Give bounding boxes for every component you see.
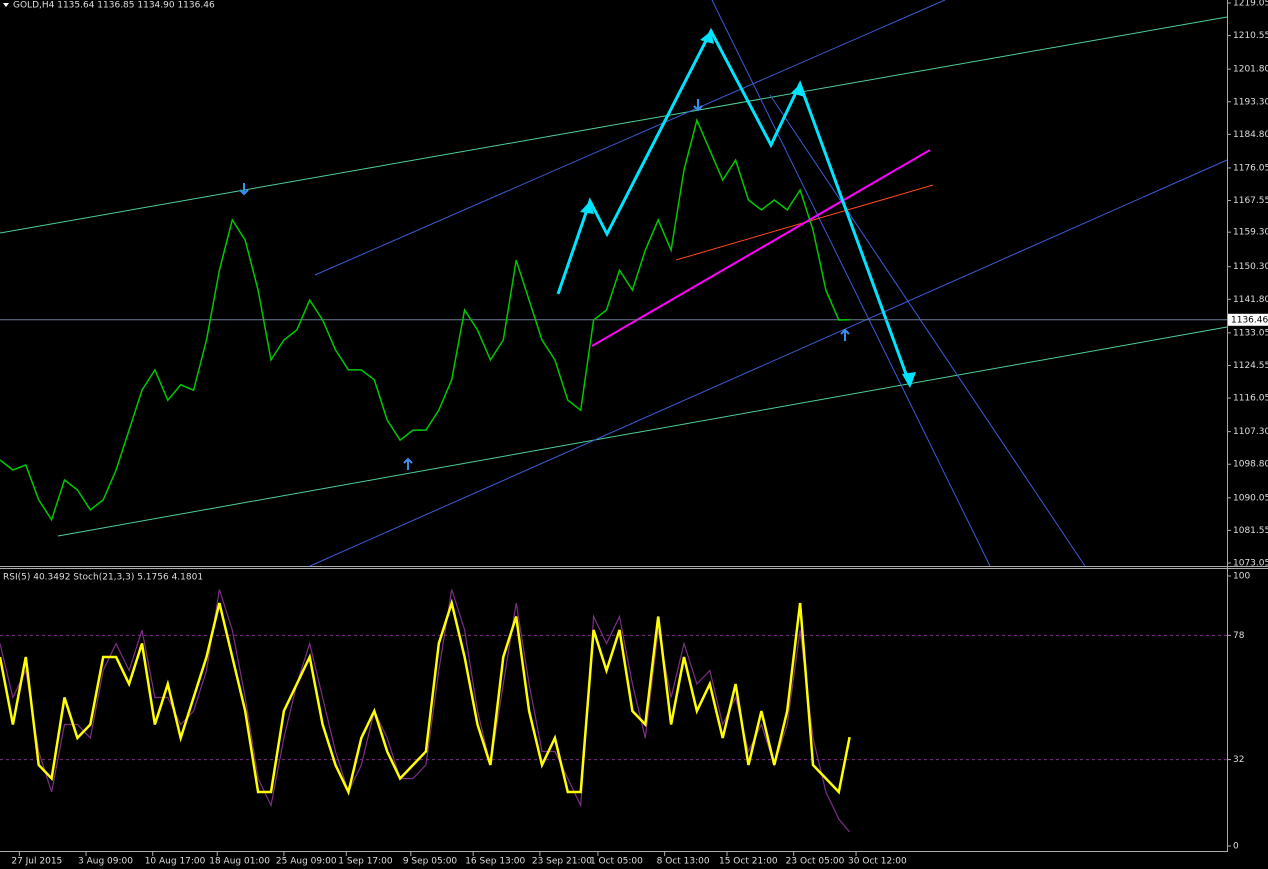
x-tick-label: 15 Oct 21:00 — [719, 857, 778, 867]
x-tick-label: 9 Sep 05:00 — [403, 857, 458, 867]
arrowhead — [700, 31, 714, 44]
x-tick-label: 10 Aug 17:00 — [145, 857, 206, 867]
y-tick-label: 1133.05 — [1233, 328, 1268, 338]
arrowhead — [902, 372, 916, 388]
up-arrow — [840, 328, 850, 341]
arrowhead — [791, 84, 805, 97]
x-tick-label: 23 Oct 05:00 — [786, 857, 845, 867]
y-tick-label: 1081.55 — [1233, 526, 1268, 536]
y-tick-label: 1184.80 — [1233, 130, 1268, 140]
x-tick-label: 8 Oct 13:00 — [657, 857, 710, 867]
y-tick-label: 1167.55 — [1233, 196, 1268, 206]
x-tick-label: 3 Aug 09:00 — [78, 857, 133, 867]
y-tick-label: 1141.80 — [1233, 295, 1268, 305]
y-tick-label: 1193.30 — [1233, 97, 1268, 107]
trend-line — [711, 0, 991, 567]
y-tick-label: 1201.80 — [1233, 65, 1268, 75]
down-arrow — [239, 183, 249, 196]
x-tick-label: 18 Aug 01:00 — [209, 857, 270, 867]
price-line — [0, 117, 850, 522]
y-tick-label: 1073.05 — [1233, 559, 1268, 569]
y-tick-label: 0 — [1233, 842, 1239, 852]
price-line — [0, 589, 851, 833]
last-price-box — [1228, 313, 1268, 326]
x-tick-label: 1 Oct 05:00 — [590, 857, 643, 867]
channel-line — [57, 326, 1228, 537]
y-tick-label: 32 — [1233, 755, 1244, 765]
last-price-label: 1136.46 — [1231, 315, 1268, 325]
arrowhead — [580, 201, 594, 214]
x-tick-label: 30 Oct 12:00 — [848, 857, 907, 867]
x-tick-label: 27 Jul 2015 — [11, 857, 62, 867]
y-tick-label: 1090.05 — [1233, 493, 1268, 503]
x-tick-label: 23 Sep 21:00 — [532, 857, 592, 867]
up-arrow — [403, 457, 413, 470]
y-tick-label: 78 — [1233, 631, 1245, 641]
indicator-title: RSI(5) 40.3492 Stoch(21,3,3) 5.1756 4.18… — [3, 573, 203, 583]
drawings — [0, 0, 1228, 567]
y-tick-label: 1210.55 — [1233, 31, 1268, 41]
trend-line — [309, 159, 1228, 567]
y-tick-label: 1159.30 — [1233, 228, 1268, 238]
y-tick-label: 100 — [1233, 572, 1250, 582]
neckline — [591, 149, 931, 347]
y-tick-label: 1124.55 — [1233, 361, 1268, 371]
y-tick-label: 1150.30 — [1233, 262, 1268, 272]
trend-line — [314, 0, 946, 276]
y-tick-label: 1176.05 — [1233, 163, 1268, 173]
y-tick-label: 1219.05 — [1233, 0, 1268, 9]
price-line — [0, 598, 851, 796]
y-tick-label: 1116.05 — [1233, 394, 1268, 404]
fractal-arrows — [239, 99, 850, 470]
down-arrow — [693, 99, 703, 112]
x-tick-label: 16 Sep 13:00 — [465, 857, 525, 867]
x-tick-label: 25 Aug 09:00 — [276, 857, 337, 867]
trend-line — [769, 94, 1086, 567]
y-tick-label: 1098.80 — [1233, 460, 1268, 470]
channel-line — [0, 16, 1228, 234]
chart-title: GOLD,H4 1135.64 1136.85 1134.90 1136.46 — [13, 1, 215, 11]
menu-triangle — [3, 3, 9, 7]
x-tick-label: 1 Sep 17:00 — [338, 857, 393, 867]
y-tick-label: 1107.30 — [1233, 427, 1268, 437]
